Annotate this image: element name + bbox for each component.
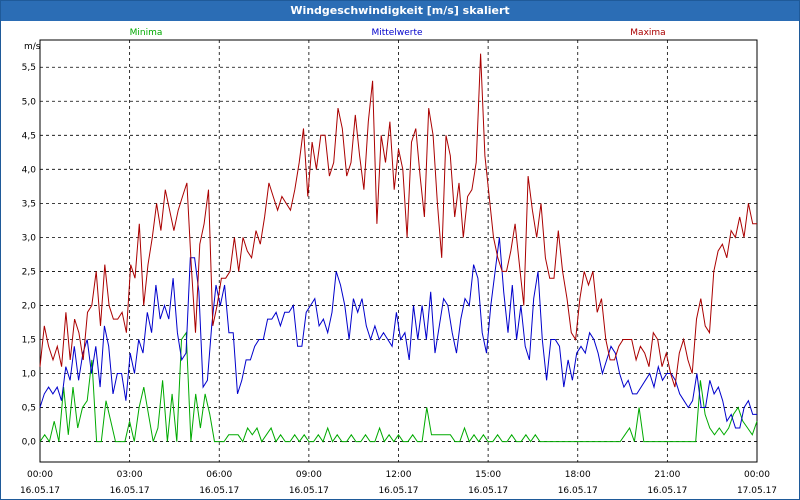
series-line-mittelwerte: [39, 237, 757, 429]
y-axis: 0,0 0,5 1,0 1,5 2,0 2,5 3,0 3,5 4,0 4,5 5,0 5,5: [22, 63, 37, 447]
x-tick-date: 16.05.17: [20, 486, 60, 496]
legend-minima: Minima: [130, 28, 163, 38]
y-tick-label: 4,5: [22, 131, 36, 141]
y-tick-label: 0,0: [22, 438, 37, 448]
x-tick-date: 16.05.17: [468, 486, 508, 496]
series-layer: [39, 53, 758, 443]
y-tick-label: 3,0: [22, 233, 37, 243]
series-line-minima: [39, 331, 758, 443]
legend-mittelwerte: Mittelwerte: [371, 28, 422, 38]
y-tick-label: 5,5: [22, 63, 36, 73]
x-axis: 00:00 16.05.17 03:00 16.05.17 06:00 16.05.17 0…: [20, 470, 777, 496]
y-tick-label: 2,5: [22, 267, 36, 277]
legend-maxima: Maxima: [630, 28, 665, 38]
x-tick-date: 16.05.17: [558, 486, 598, 496]
x-tick-time: 09:00: [296, 470, 322, 480]
x-tick-time: 18:00: [565, 470, 591, 480]
x-tick-time: 12:00: [386, 470, 412, 480]
x-tick-time: 06:00: [206, 470, 232, 480]
legend: Minima Mittelwerte Maxima: [130, 28, 666, 38]
y-tick-label: 0,5: [22, 404, 36, 414]
grid: [40, 40, 757, 462]
y-tick-label: 4,0: [22, 165, 37, 175]
x-tick-date: 16.05.17: [199, 486, 239, 496]
y-tick-label: 3,5: [22, 199, 36, 209]
y-tick-label: 2,0: [22, 301, 37, 311]
x-tick-date: 16.05.17: [110, 486, 150, 496]
y-axis-label: m/s: [24, 42, 41, 52]
x-tick-date: 17.05.17: [737, 486, 777, 496]
series-line-maxima: [39, 53, 757, 388]
window-title: Windgeschwindigkeit [m/s] skaliert: [1, 1, 799, 21]
x-tick-time: 00:00: [744, 470, 770, 480]
x-tick-date: 16.05.17: [647, 486, 687, 496]
x-tick-date: 16.05.17: [289, 486, 329, 496]
x-tick-time: 15:00: [475, 470, 501, 480]
x-tick-date: 16.05.17: [378, 486, 418, 496]
y-tick-label: 5,0: [22, 97, 37, 107]
y-tick-label: 1,0: [22, 370, 37, 380]
x-tick-time: 21:00: [654, 470, 680, 480]
x-tick-time: 00:00: [27, 470, 53, 480]
y-tick-label: 1,5: [22, 335, 36, 345]
x-tick-time: 03:00: [117, 470, 143, 480]
